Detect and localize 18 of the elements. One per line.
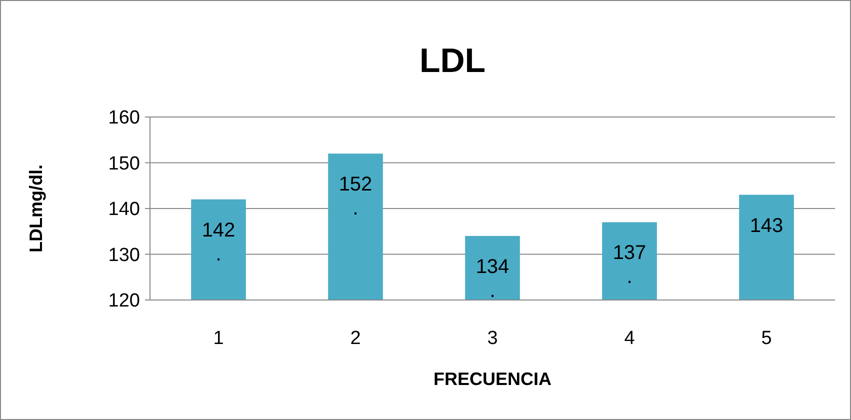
y-tick-label: 140: [108, 199, 140, 220]
data-label: 137.: [612, 242, 646, 288]
data-label: 142.: [202, 219, 236, 266]
x-axis-title: FRECUENCIA: [433, 369, 552, 389]
x-tick-label: 4: [624, 328, 636, 349]
y-tick-label: 160: [108, 108, 140, 129]
y-tick-label: 120: [108, 290, 140, 312]
x-tick-label: 1: [213, 328, 224, 349]
y-tick-label: 130: [108, 244, 140, 266]
data-label: 134.: [476, 256, 510, 302]
data-label: 152.: [338, 174, 372, 220]
x-tick-label: 5: [761, 328, 772, 349]
y-axis-title: LDLmg/dl.: [26, 164, 46, 252]
data-label: 143: [750, 214, 784, 237]
y-tick-label: 150: [108, 153, 140, 174]
chart-title: LDL: [419, 42, 486, 80]
x-tick-label: 3: [487, 328, 498, 349]
x-tick-label: 2: [350, 328, 361, 349]
